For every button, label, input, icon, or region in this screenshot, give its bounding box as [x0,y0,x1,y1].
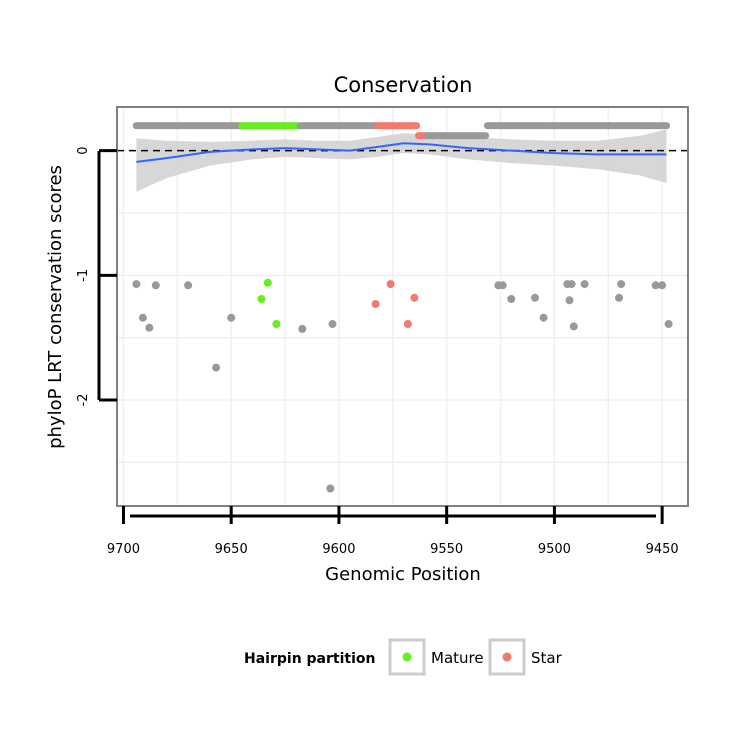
x-tick-label: 9600 [322,542,355,557]
point-star [410,293,419,302]
point-other [151,281,160,290]
legend-title: Hairpin partition [244,651,375,667]
point-other [184,281,193,290]
point-other [580,280,589,289]
point-other [664,320,673,328]
point-other [145,323,154,332]
smooth-ribbon-layer [136,129,667,192]
point-star [371,300,380,308]
grid-lines [117,107,688,506]
plot-panel [117,107,688,506]
legend-key-star [502,652,512,662]
point-other [658,281,667,290]
x-tick-label: 9650 [215,542,248,557]
band-point [481,132,490,140]
confidence-ribbon [136,129,667,192]
y-tick-label: -2 [76,394,91,407]
chart-title: Conservation [334,73,473,97]
axes: 9700 9650 9600 9550 9500 9450 0 -1 -2 [76,146,679,557]
y-tick-label: -1 [76,269,91,282]
point-star [386,280,395,289]
smooth-line-layer [136,142,667,163]
band-point [662,122,671,130]
point-other [298,324,307,333]
point-other [569,322,578,331]
x-tick-label: 9500 [538,542,571,557]
point-other [326,484,335,493]
point-mature [272,320,281,328]
point-other [651,281,660,290]
x-tick-label: 9550 [430,542,463,557]
legend-label-star: Star [531,649,563,667]
point-other [565,296,574,305]
plot-panel-border [116,106,689,507]
point-mature [257,295,266,303]
point-other [567,280,576,289]
point-other [212,363,221,372]
top-point-band [132,122,671,140]
point-star [403,320,412,328]
point-other [132,280,141,289]
legend-key-star-frame [488,638,526,676]
legend-label-mature: Mature [431,649,484,667]
point-other [617,280,626,289]
point-other [539,313,548,322]
point-other [615,293,623,302]
point-mature [263,278,272,287]
legend: Hairpin partition Mature Star [244,638,563,676]
point-other [531,293,539,302]
point-other [138,313,147,322]
point-other [498,281,507,290]
point-other [227,313,236,322]
band-point [412,122,421,130]
x-tick-label: 9700 [107,542,140,557]
scatter-points [132,278,673,493]
x-axis-label: Genomic Position [325,564,481,585]
point-other [507,295,516,303]
x-tick-label: 9450 [646,542,679,557]
y-axis-label: phyloP LRT conservation scores [45,165,66,449]
legend-key-mature [402,652,412,662]
y-tick-label: 0 [76,146,91,154]
point-other [328,320,337,328]
smooth-line [136,142,667,163]
